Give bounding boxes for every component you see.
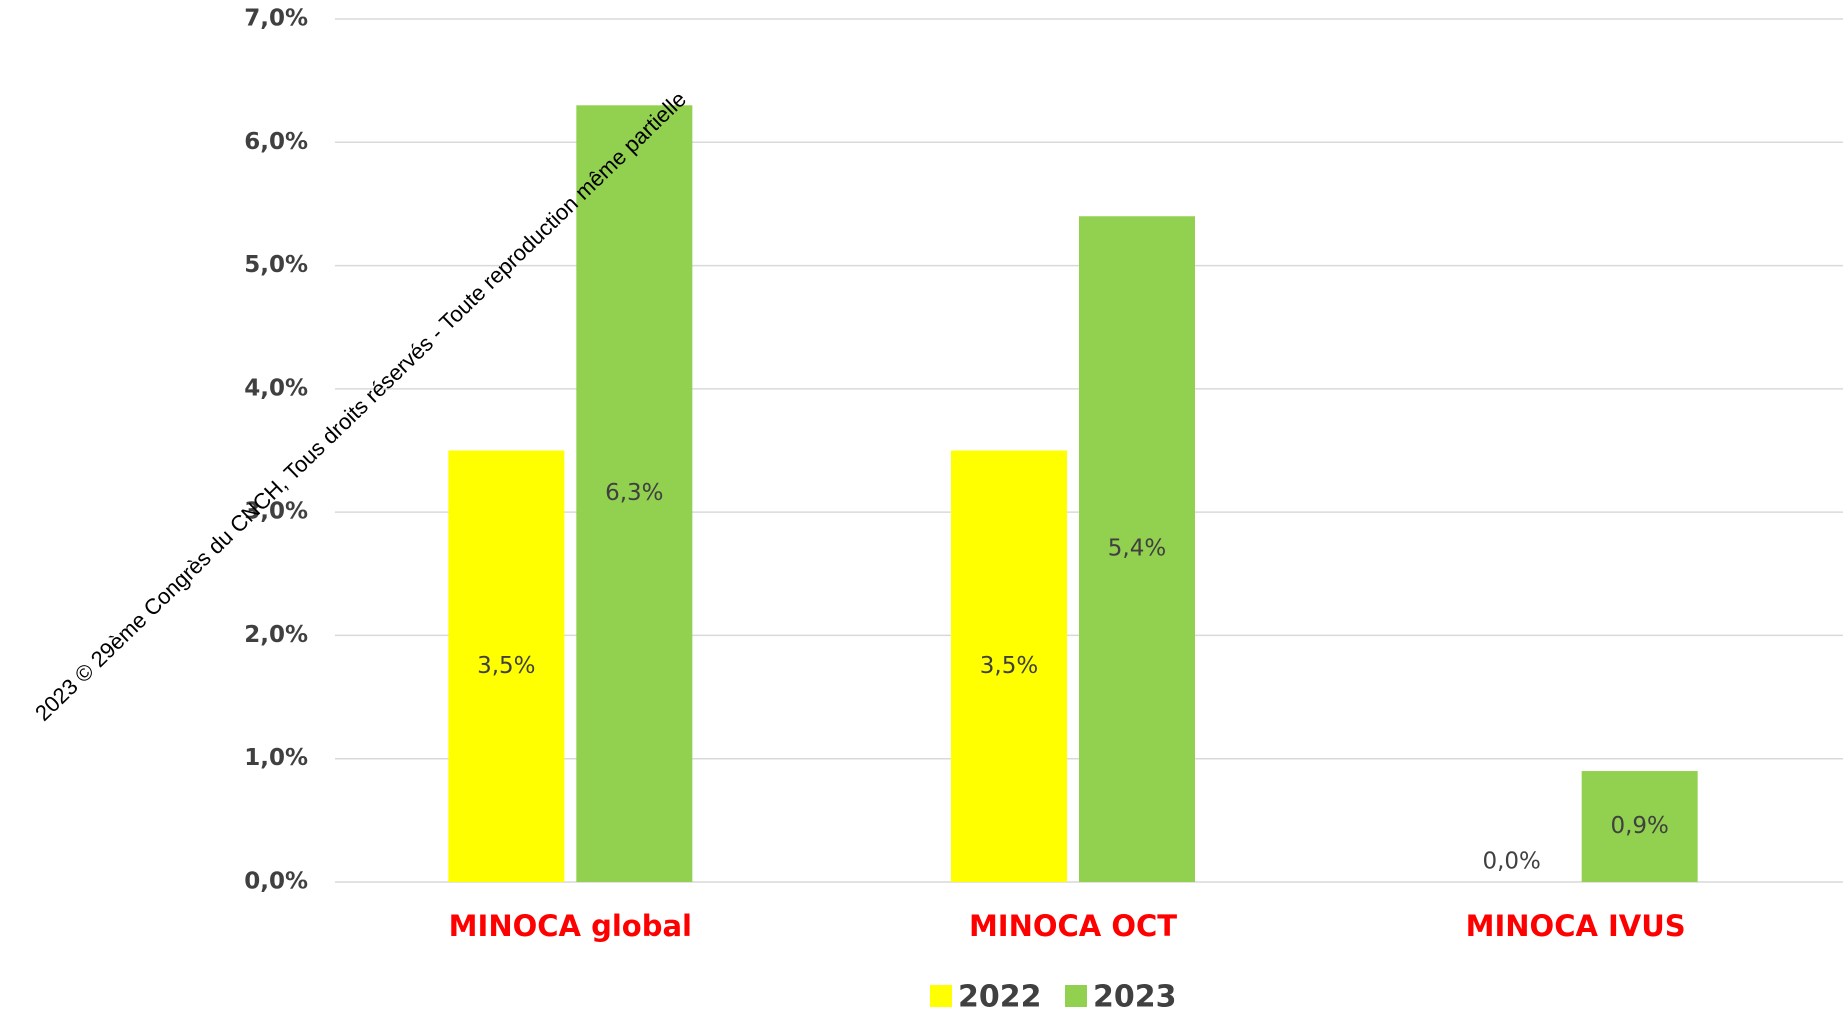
value-label: 5,4% (1108, 536, 1166, 562)
legend-swatch (1065, 985, 1087, 1007)
x-tick-label: MINOCA OCT (969, 909, 1177, 943)
y-tick-label: 0,0% (244, 869, 308, 895)
value-label: 0,9% (1610, 813, 1668, 839)
x-tick-label: MINOCA IVUS (1466, 909, 1686, 943)
legend-label: 2022 (958, 980, 1042, 1015)
y-tick-label: 4,0% (244, 375, 308, 401)
y-tick-label: 7,0% (244, 6, 308, 32)
y-tick-label: 5,0% (244, 252, 308, 278)
x-tick-label: MINOCA global (449, 909, 692, 943)
y-tick-label: 6,0% (244, 129, 308, 155)
value-label: 6,3% (605, 480, 663, 506)
legend-label: 2023 (1093, 980, 1177, 1015)
value-label: 3,5% (980, 653, 1038, 679)
plot: 0,0%1,0%2,0%3,0%4,0%5,0%6,0%7,0%MINOCA g… (244, 6, 1843, 1015)
value-label: 0,0% (1482, 849, 1540, 875)
y-tick-label: 1,0% (244, 745, 308, 771)
value-label: 3,5% (477, 653, 535, 679)
legend-swatch (930, 985, 952, 1007)
y-tick-label: 2,0% (244, 622, 308, 648)
chart: 0,0%1,0%2,0%3,0%4,0%5,0%6,0%7,0%MINOCA g… (0, 0, 1843, 1023)
